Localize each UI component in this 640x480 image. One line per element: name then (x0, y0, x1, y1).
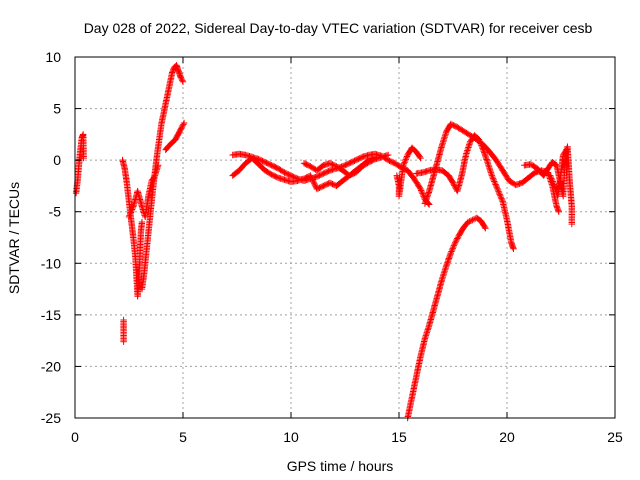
grid (75, 57, 615, 418)
y-tick-label: -15 (41, 307, 61, 323)
x-tick-label: 15 (391, 429, 407, 445)
x-axis-title: GPS time / hours (287, 458, 394, 474)
y-tick-label: -20 (41, 358, 61, 374)
y-tick-label: 5 (53, 101, 61, 117)
x-tick-label: 10 (283, 429, 299, 445)
chart-title: Day 028 of 2022, Sidereal Day-to-day VTE… (84, 20, 593, 36)
x-tick-label: 20 (499, 429, 515, 445)
y-tick-label: 0 (53, 152, 61, 168)
x-tick-label: 0 (71, 429, 79, 445)
y-tick-label: 10 (45, 49, 61, 65)
x-tick-label: 5 (179, 429, 187, 445)
y-tick-label: -10 (41, 255, 61, 271)
y-tick-label: -25 (41, 410, 61, 426)
y-axis-title: SDTVAR / TECUs (6, 182, 22, 294)
y-tick-label: -5 (49, 204, 62, 220)
axes: 0 5 10 15 20 25 -25 -20 -15 -10 -5 0 5 10 (41, 49, 623, 445)
x-tick-label: 25 (607, 429, 623, 445)
plot-frame (74, 56, 616, 419)
